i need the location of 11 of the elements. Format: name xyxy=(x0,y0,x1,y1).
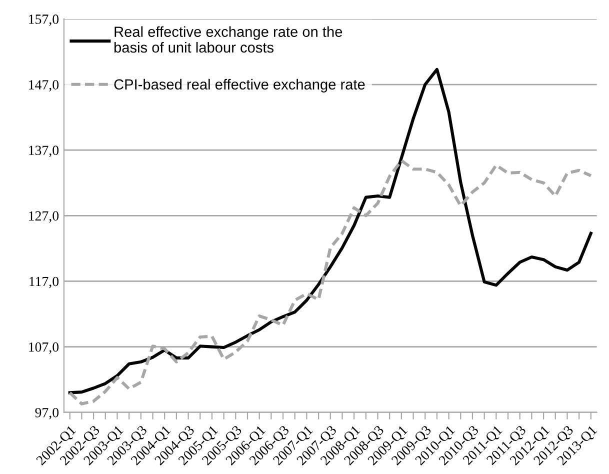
y-tick-label: 147,0 xyxy=(29,80,59,92)
line-series xyxy=(68,68,592,394)
y-tick-label: 117,0 xyxy=(30,276,59,288)
y-tick-label: 137,0 xyxy=(29,146,59,158)
legend-label: Real effective exchange rate on the basis of unit labour costs xyxy=(114,26,342,53)
legend-label: CPI-based real effective exchange rate xyxy=(114,78,365,92)
y-tick-label: 157,0 xyxy=(29,14,59,26)
y-tick-label: 97,0 xyxy=(35,408,59,420)
y-tick-label: 127,0 xyxy=(29,211,59,223)
line-series xyxy=(68,159,592,406)
y-tick-label: 107,0 xyxy=(29,342,59,354)
